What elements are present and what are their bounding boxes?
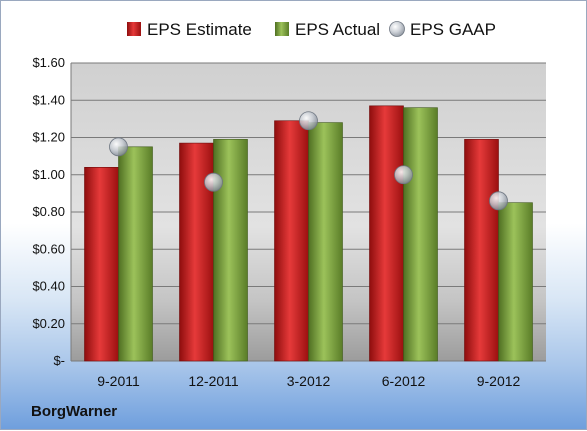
eps-actual-bar (403, 107, 438, 362)
x-tick-label: 6-2012 (382, 373, 426, 389)
eps-estimate-bar (274, 120, 309, 362)
eps-actual-bar (213, 139, 248, 362)
y-tick-label: $0.20 (32, 316, 65, 331)
eps-gaap-marker (204, 172, 223, 192)
y-tick-label: $1.40 (32, 92, 65, 107)
company-name: BorgWarner (31, 403, 118, 420)
eps-estimate-bar (464, 139, 499, 362)
eps-gaap-legend-swatch (389, 21, 405, 37)
y-tick-label: $- (53, 353, 65, 368)
gaap-markers (109, 111, 508, 211)
y-tick-label: $1.60 (32, 55, 65, 70)
eps-actual-bar (498, 202, 533, 362)
x-tick-label: 3-2012 (287, 373, 331, 389)
eps-gaap-marker (109, 137, 128, 157)
y-tick-label: $1.20 (32, 130, 65, 145)
legend: EPS Estimate EPS Actual EPS GAAP (127, 20, 496, 39)
x-tick-label: 9-2011 (97, 373, 140, 389)
x-axis-ticks: 9-2011 12-2011 3-2012 6-2012 9-2012 (97, 373, 520, 389)
legend-label: EPS Estimate (147, 20, 252, 39)
eps-gaap-marker (489, 191, 508, 211)
y-tick-label: $1.00 (32, 167, 65, 182)
eps-actual-bar (118, 146, 153, 362)
legend-label: EPS Actual (295, 20, 380, 39)
eps-estimate-legend-swatch (127, 22, 141, 36)
eps-estimate-bar (369, 105, 404, 362)
y-tick-label: $0.60 (32, 241, 65, 256)
y-tick-label: $0.80 (32, 204, 65, 219)
x-tick-label: 9-2012 (477, 373, 521, 389)
legend-label: EPS GAAP (410, 20, 496, 39)
y-axis-ticks: $- $0.20 $0.40 $0.60 $0.80 $1.00 $1.20 $1.40 $1.… (32, 55, 65, 368)
eps-gaap-marker (299, 111, 318, 131)
y-tick-label: $0.40 (32, 279, 65, 294)
eps-estimate-bar (84, 167, 119, 362)
eps-gaap-marker (394, 165, 413, 185)
bars (84, 105, 533, 362)
eps-actual-bar (308, 122, 343, 362)
eps-actual-legend-swatch (275, 22, 289, 36)
x-tick-label: 12-2011 (188, 373, 239, 389)
